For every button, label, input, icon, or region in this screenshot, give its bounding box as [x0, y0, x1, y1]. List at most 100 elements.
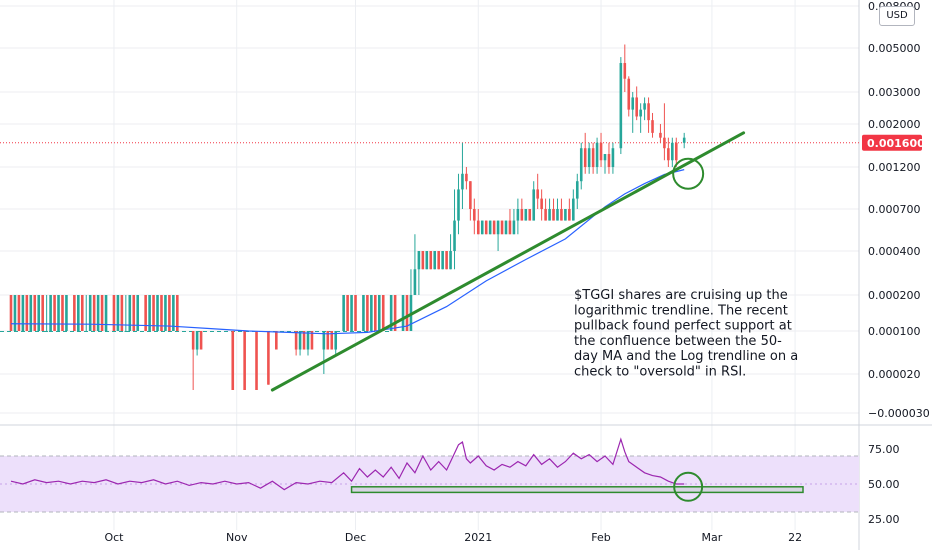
candle	[449, 234, 452, 270]
last-price-tag[interactable]: 0.001600	[862, 134, 925, 151]
candle-body	[623, 63, 627, 79]
candle	[663, 103, 666, 161]
candle-body	[532, 189, 536, 221]
candle	[152, 295, 155, 331]
time-tick-label: Dec	[345, 531, 366, 544]
candle-body	[433, 251, 437, 270]
candle	[508, 209, 512, 235]
time-axis-labels: Oct Nov Dec 2021 Feb Mar 22	[104, 531, 802, 544]
candle-body	[120, 295, 124, 331]
time-tick-label: Feb	[591, 531, 610, 544]
candle-body	[492, 220, 496, 235]
candle	[176, 295, 179, 331]
price-tick-label: 0.003000	[868, 86, 921, 99]
candle	[488, 220, 492, 235]
candle-body	[417, 251, 421, 270]
candle-body	[53, 295, 56, 331]
candle-body	[255, 331, 258, 390]
candle-body	[572, 198, 575, 221]
candle-body	[524, 209, 528, 221]
candle-body	[556, 209, 559, 221]
candle-body	[473, 209, 476, 221]
candle-body	[342, 295, 345, 331]
candle-body	[17, 295, 21, 331]
candle	[603, 154, 607, 174]
candle	[457, 173, 460, 235]
candle	[255, 331, 258, 390]
candle	[528, 209, 532, 221]
candle	[306, 331, 310, 356]
candle-body	[603, 154, 607, 161]
candle-body	[100, 295, 104, 331]
candle	[374, 295, 377, 331]
candle	[275, 331, 278, 350]
candle	[381, 295, 385, 331]
candle	[294, 331, 298, 356]
candle	[639, 103, 642, 133]
candle-body	[544, 209, 547, 221]
currency-button[interactable]: USD	[879, 6, 915, 26]
candle	[362, 295, 365, 331]
price-axis-labels: 0.0080000.0050000.0030000.0020000.001200…	[868, 0, 930, 420]
annotation-line: pullback found perfect support at	[574, 319, 792, 334]
candle-body	[663, 137, 666, 149]
candle-body	[484, 220, 488, 235]
candle-body	[199, 331, 203, 350]
candle	[322, 331, 326, 374]
last-price-tag-background	[862, 134, 922, 151]
candle	[231, 331, 235, 390]
candle	[611, 142, 615, 174]
candle	[445, 251, 448, 270]
candle	[627, 76, 631, 117]
candle	[77, 295, 80, 331]
candle	[623, 44, 627, 92]
candle-body	[587, 148, 591, 167]
candle	[583, 132, 587, 174]
candle	[413, 234, 417, 295]
candle	[350, 295, 353, 331]
candle-body	[639, 109, 642, 117]
candle	[29, 295, 33, 331]
candle-body	[651, 120, 654, 133]
candle-body	[374, 295, 377, 331]
candle-body	[445, 251, 448, 270]
candle	[61, 295, 64, 331]
candle	[405, 295, 409, 331]
candle	[484, 220, 488, 235]
candle-body	[389, 295, 393, 331]
candle	[49, 295, 52, 331]
candle	[267, 331, 270, 385]
candle-body	[496, 220, 500, 235]
candle-body	[461, 173, 464, 190]
candle	[564, 209, 567, 221]
candle-body	[413, 269, 417, 295]
annotation-line: $TGGI shares are cruising up the	[574, 288, 788, 303]
candle	[548, 198, 551, 221]
candle-body	[500, 220, 504, 235]
candle	[516, 198, 520, 235]
candle-body	[92, 295, 96, 331]
candle-body	[575, 181, 579, 199]
candle-body	[80, 295, 84, 331]
candle	[496, 220, 500, 251]
candle	[500, 220, 504, 235]
price-tick-label: −0.000030	[868, 407, 930, 420]
price-tick-label: 0.000400	[868, 245, 921, 258]
candle-body	[457, 189, 460, 221]
candle-body	[21, 295, 25, 331]
price-tick-label: 0.000100	[868, 325, 921, 338]
price-tick-label: 0.002000	[868, 118, 921, 131]
candle	[104, 295, 108, 331]
time-tick-label: Nov	[226, 531, 248, 544]
price-tick-label: 0.000700	[868, 203, 921, 216]
candle-body	[73, 295, 76, 331]
candle-body	[366, 295, 369, 331]
candle	[377, 295, 381, 331]
candle-body	[160, 295, 163, 331]
candle-body	[619, 63, 623, 149]
candle-body	[591, 148, 595, 167]
candle	[575, 173, 579, 209]
candle-body	[528, 209, 532, 221]
candle	[41, 295, 44, 331]
candle-body	[294, 331, 298, 350]
